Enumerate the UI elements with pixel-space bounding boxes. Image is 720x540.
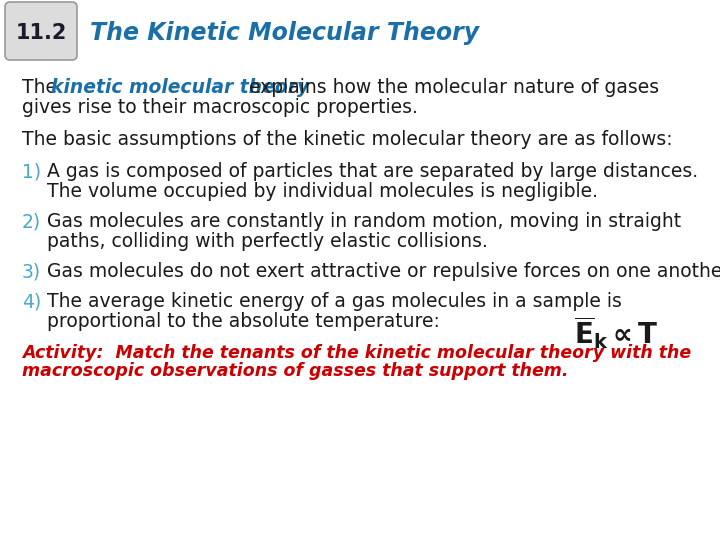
Text: The basic assumptions of the kinetic molecular theory are as follows:: The basic assumptions of the kinetic mol… bbox=[22, 130, 672, 149]
Text: proportional to the absolute temperature:: proportional to the absolute temperature… bbox=[47, 312, 440, 331]
Text: 2): 2) bbox=[22, 212, 41, 231]
Text: macroscopic observations of gasses that support them.: macroscopic observations of gasses that … bbox=[22, 362, 569, 380]
Text: Activity:  Match the tenants of the kinetic molecular theory with the: Activity: Match the tenants of the kinet… bbox=[22, 344, 691, 362]
Text: 3): 3) bbox=[22, 262, 41, 281]
FancyBboxPatch shape bbox=[5, 2, 77, 60]
Text: 11.2: 11.2 bbox=[15, 23, 67, 43]
Text: 1): 1) bbox=[22, 162, 41, 181]
Text: 4): 4) bbox=[22, 292, 41, 311]
Text: The Kinetic Molecular Theory: The Kinetic Molecular Theory bbox=[90, 21, 479, 45]
Text: A gas is composed of particles that are separated by large distances.: A gas is composed of particles that are … bbox=[47, 162, 698, 181]
Text: Gas molecules are constantly in random motion, moving in straight: Gas molecules are constantly in random m… bbox=[47, 212, 681, 231]
Text: kinetic molecular theory: kinetic molecular theory bbox=[51, 78, 309, 97]
Text: The: The bbox=[22, 78, 63, 97]
Text: paths, colliding with perfectly elastic collisions.: paths, colliding with perfectly elastic … bbox=[47, 232, 488, 251]
Text: $\mathbf{\overline{E}_k \propto T}$: $\mathbf{\overline{E}_k \propto T}$ bbox=[574, 314, 658, 350]
Text: explains how the molecular nature of gases: explains how the molecular nature of gas… bbox=[243, 78, 659, 97]
Text: Gas molecules do not exert attractive or repulsive forces on one another.: Gas molecules do not exert attractive or… bbox=[47, 262, 720, 281]
Text: The volume occupied by individual molecules is negligible.: The volume occupied by individual molecu… bbox=[47, 182, 598, 201]
Text: gives rise to their macroscopic properties.: gives rise to their macroscopic properti… bbox=[22, 98, 418, 117]
Text: The average kinetic energy of a gas molecules in a sample is: The average kinetic energy of a gas mole… bbox=[47, 292, 622, 311]
